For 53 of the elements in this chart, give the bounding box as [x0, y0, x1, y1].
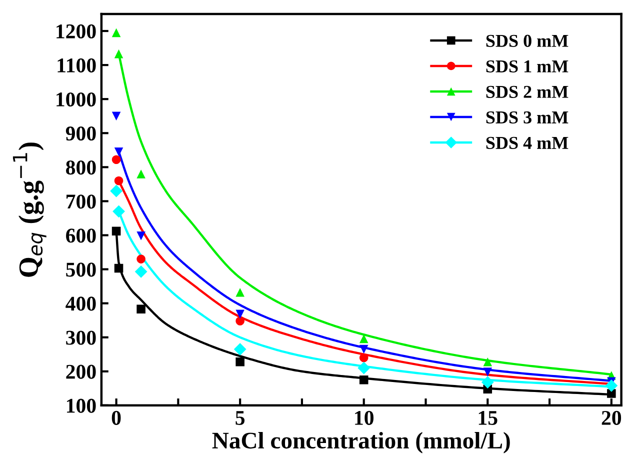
point	[112, 226, 121, 236]
point	[112, 205, 125, 218]
point	[136, 170, 146, 178]
x-tick-label: 15	[478, 410, 498, 425]
point	[605, 379, 618, 392]
legend-label: SDS 1 mM	[486, 60, 568, 72]
point	[112, 155, 121, 164]
x-tick-label: 5	[236, 411, 245, 425]
point	[236, 310, 244, 319]
point	[112, 112, 121, 120]
y-tick-label: 400	[66, 296, 96, 311]
x-axis-title: NaCl concentration (mmol/L)	[212, 432, 510, 454]
point	[234, 343, 246, 356]
point	[134, 265, 148, 278]
y-tick-label: 800	[66, 160, 96, 175]
y-tick-label: 900	[66, 126, 96, 141]
point	[136, 304, 146, 314]
legend-label: SDS 0 mM	[486, 34, 568, 47]
point	[481, 376, 494, 388]
legend-label: SDS 4 mM	[486, 136, 568, 150]
point	[112, 28, 121, 38]
point	[359, 376, 368, 384]
y-tick-label: 100	[67, 398, 96, 413]
x-tick-label: 10	[355, 410, 374, 425]
point	[114, 49, 124, 58]
point	[236, 316, 244, 326]
y-tick-label: 1200	[56, 24, 96, 38]
legend-label: SDS 2 mM	[486, 86, 568, 98]
y-tick-label: 1100	[58, 58, 96, 72]
y-tick-label: 600	[66, 228, 96, 243]
point	[483, 368, 492, 376]
y-tick-label: 300	[66, 330, 96, 345]
x-tick-label: 20	[602, 410, 622, 425]
point	[114, 147, 124, 156]
point	[110, 184, 123, 198]
point	[483, 357, 492, 366]
point	[607, 389, 616, 398]
legend-label: SDS 3 mM	[486, 111, 568, 124]
y-tick-label: 200	[66, 364, 96, 379]
point	[358, 362, 370, 374]
point	[236, 357, 244, 366]
y-tick-label: 1000	[56, 92, 96, 107]
point	[359, 353, 368, 362]
y-axis-title: Q$_{eq}$ (g.g$^{−1}$)	[12, 142, 46, 277]
y-tick-label: 700	[66, 194, 96, 209]
x-tick-label: 0	[112, 410, 121, 425]
point	[136, 254, 146, 264]
point	[114, 264, 124, 273]
point	[114, 176, 124, 186]
point	[236, 288, 244, 297]
point	[136, 232, 146, 240]
y-tick-label: 500	[66, 262, 96, 277]
point	[359, 344, 368, 354]
